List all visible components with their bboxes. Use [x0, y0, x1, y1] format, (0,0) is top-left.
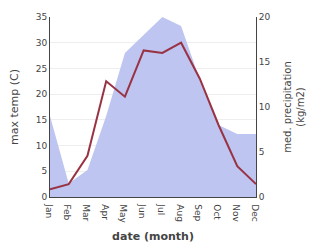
svg-text:max temp (C): max temp (C)	[8, 69, 21, 145]
svg-text:med. precipitation(kg/m2): med. precipitation(kg/m2)	[282, 61, 306, 153]
svg-text:Dec: Dec	[250, 204, 260, 221]
svg-text:30: 30	[36, 38, 48, 48]
svg-text:0: 0	[259, 192, 265, 202]
svg-text:Nov: Nov	[231, 204, 241, 222]
svg-text:10: 10	[36, 141, 48, 151]
svg-text:Sep: Sep	[193, 204, 203, 221]
svg-text:10: 10	[259, 102, 271, 112]
svg-text:0: 0	[41, 192, 47, 202]
svg-text:May: May	[118, 204, 128, 223]
svg-text:Jul: Jul	[156, 203, 166, 215]
svg-text:Aug: Aug	[175, 204, 185, 222]
svg-text:Apr: Apr	[100, 204, 110, 220]
svg-text:Mar: Mar	[81, 204, 91, 221]
svg-text:5: 5	[259, 147, 265, 157]
svg-text:15: 15	[259, 57, 270, 67]
svg-text:35: 35	[36, 12, 47, 22]
svg-text:20: 20	[36, 89, 48, 99]
svg-text:Feb: Feb	[62, 204, 72, 220]
svg-text:Jun: Jun	[137, 203, 147, 218]
svg-text:25: 25	[36, 64, 47, 74]
svg-text:Jan: Jan	[44, 203, 54, 218]
svg-text:15: 15	[36, 115, 47, 125]
svg-text:20: 20	[259, 12, 271, 22]
svg-text:5: 5	[41, 166, 47, 176]
svg-text:date (month): date (month)	[112, 230, 194, 243]
svg-text:Oct: Oct	[212, 204, 222, 220]
